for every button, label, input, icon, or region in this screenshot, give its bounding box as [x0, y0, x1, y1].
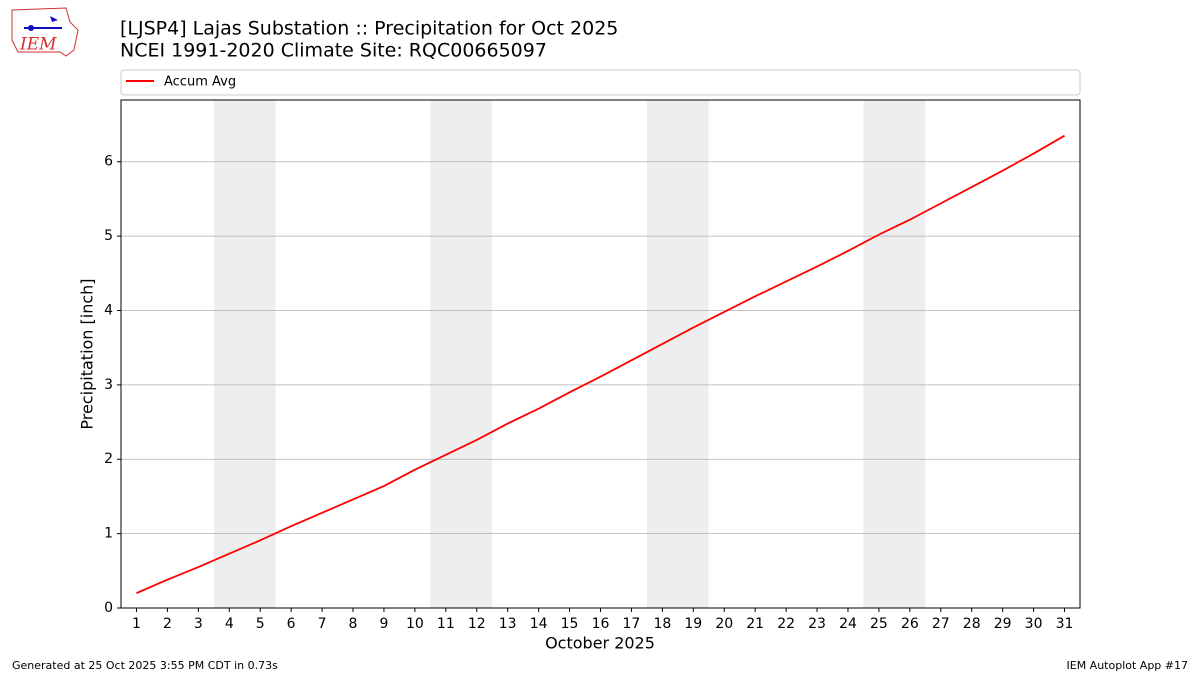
legend-box — [120, 69, 1081, 96]
weekend-span — [213, 100, 276, 608]
x-tick-label: 14 — [530, 616, 548, 632]
y-tick-label: 5 — [104, 228, 113, 244]
x-tick-label: 25 — [870, 616, 888, 632]
x-tick-label: 15 — [561, 616, 579, 632]
y-tick-label: 1 — [104, 526, 113, 542]
x-tick-label: 10 — [406, 616, 424, 632]
y-tick-label: 2 — [104, 451, 113, 467]
y-tick-label: 6 — [104, 154, 113, 170]
x-tick-label: 20 — [715, 616, 733, 632]
weekend-span — [430, 100, 493, 608]
x-tick-label: 1 — [132, 616, 141, 632]
y-tick-label: 3 — [104, 377, 113, 393]
x-tick-label: 27 — [932, 616, 950, 632]
footer-left: Generated at 25 Oct 2025 3:55 PM CDT in … — [12, 659, 278, 672]
legend-label: Accum Avg — [164, 75, 236, 90]
x-tick-label: 30 — [1025, 616, 1043, 632]
x-tick-label: 6 — [287, 616, 296, 632]
x-tick-label: 22 — [777, 616, 795, 632]
x-tick-label: 16 — [592, 616, 610, 632]
data-line — [136, 134, 1065, 594]
logo: IEM — [11, 7, 79, 57]
x-tick-label: 23 — [808, 616, 826, 632]
weekend-span — [863, 100, 926, 608]
x-tick-label: 11 — [437, 616, 455, 632]
x-tick-label: 4 — [225, 616, 234, 632]
x-tick-label: 8 — [349, 616, 358, 632]
x-tick-label: 13 — [499, 616, 517, 632]
x-tick-label: 26 — [901, 616, 919, 632]
x-tick-label: 9 — [379, 616, 388, 632]
x-tick-label: 24 — [839, 616, 857, 632]
x-axis-label: October 2025 — [545, 634, 655, 653]
x-tick-label: 7 — [318, 616, 327, 632]
y-tick-label: 0 — [104, 600, 113, 616]
weekend-span — [646, 100, 709, 608]
x-tick-label: 3 — [194, 616, 203, 632]
x-tick-label: 28 — [963, 616, 981, 632]
logo-text: IEM — [19, 35, 57, 55]
x-tick-label: 17 — [623, 616, 641, 632]
plot-frame — [120, 99, 1081, 609]
x-tick-label: 21 — [746, 616, 764, 632]
chart-subtitle: NCEI 1991-2020 Climate Site: RQC00665097 — [120, 40, 547, 62]
footer-right: IEM Autoplot App #17 — [1067, 659, 1189, 672]
chart-title: [LJSP4] Lajas Substation :: Precipitatio… — [120, 18, 618, 40]
x-tick-label: 5 — [256, 616, 265, 632]
x-tick-label: 19 — [684, 616, 702, 632]
y-tick-label: 4 — [104, 302, 113, 318]
x-tick-label: 29 — [994, 616, 1012, 632]
x-tick-label: 18 — [653, 616, 671, 632]
x-tick-label: 12 — [468, 616, 486, 632]
x-tick-label: 31 — [1056, 616, 1074, 632]
x-tick-label: 2 — [163, 616, 172, 632]
y-axis-label: Precipitation [inch] — [78, 278, 97, 429]
